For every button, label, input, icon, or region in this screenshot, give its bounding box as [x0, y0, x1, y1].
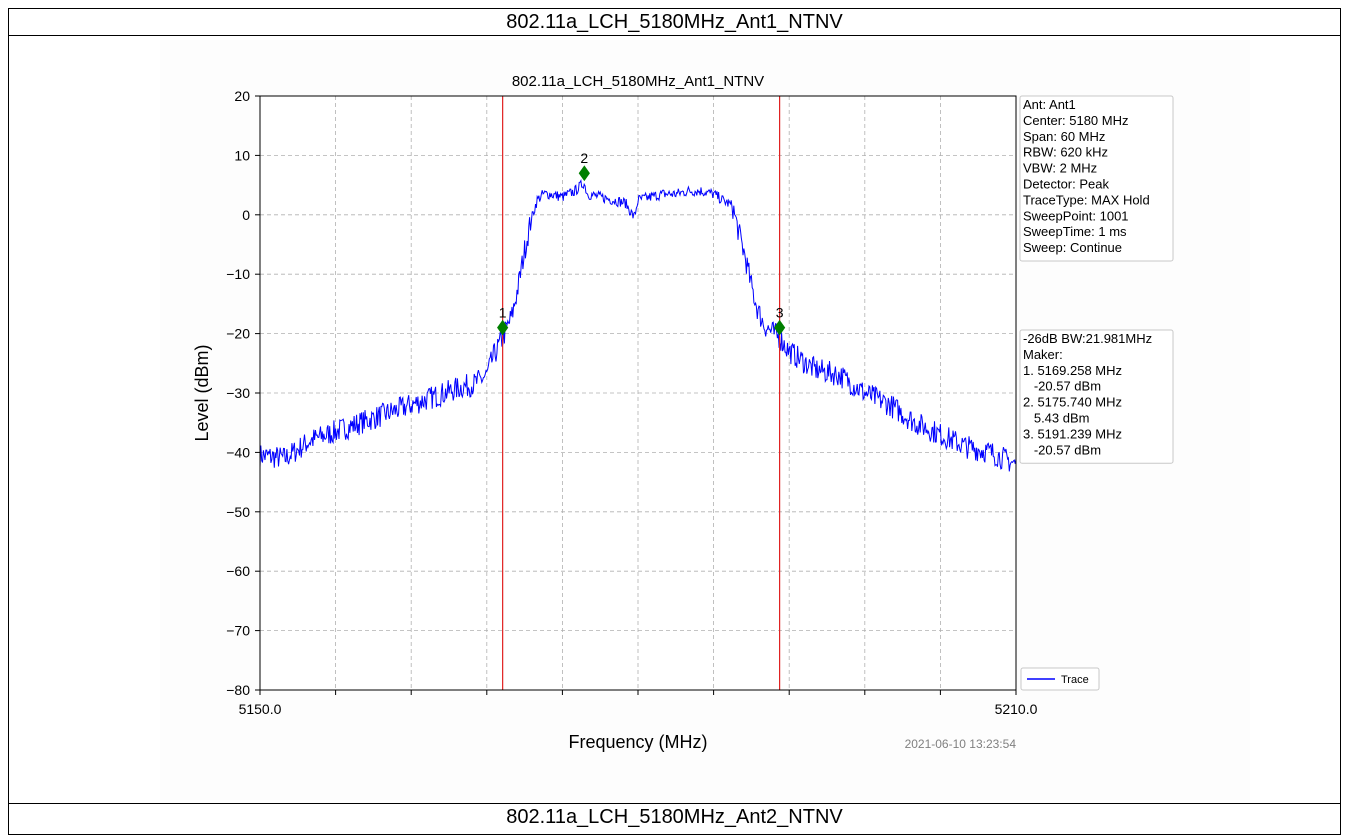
marker-box-line: -20.57 dBm — [1023, 379, 1101, 394]
y-tick-label: −40 — [226, 444, 250, 460]
marker-3 — [773, 319, 786, 336]
settings-box-line: TraceType: MAX Hold — [1023, 192, 1150, 207]
marker-box-line: 3. 5191.239 MHz — [1023, 426, 1122, 441]
marker-box-frame — [1019, 329, 1174, 464]
x-axis-label: Frequency (MHz) — [568, 732, 707, 752]
settings-box-line: Sweep: Continue — [1023, 240, 1122, 255]
y-tick-label: −30 — [226, 385, 250, 401]
settings-box-line: SweepPoint: 1001 — [1023, 208, 1129, 223]
marker-box-line: Maker: — [1023, 347, 1063, 362]
legend-entry: Trace — [1061, 674, 1089, 686]
marker-box-line: 2. 5175.740 MHz — [1023, 395, 1122, 410]
settings-box-line: Center: 5180 MHz — [1023, 113, 1129, 128]
x-tick-label: 5210.0 — [995, 701, 1038, 717]
marker-box-line: 1. 5169.258 MHz — [1023, 363, 1122, 378]
settings-box-line: Detector: Peak — [1023, 177, 1109, 192]
settings-box-frame — [1019, 95, 1174, 262]
legend-frame — [1020, 667, 1100, 691]
y-tick-label: 20 — [234, 88, 250, 104]
section-header-ant1: 802.11a_LCH_5180MHz_Ant1_NTNV — [9, 9, 1340, 36]
marker-box-line: 5.43 dBm — [1023, 411, 1089, 426]
y-tick-label: −70 — [226, 623, 250, 639]
section-header-ant2: 802.11a_LCH_5180MHz_Ant2_NTNV — [9, 803, 1340, 830]
y-tick-label: 10 — [234, 147, 250, 163]
marker-box-line: -20.57 dBm — [1023, 442, 1101, 457]
marker-1 — [497, 319, 509, 336]
marker-2 — [578, 165, 590, 182]
y-tick-label: −50 — [226, 504, 250, 520]
timestamp: 2021-06-10 13:23:54 — [905, 737, 1017, 751]
y-tick-label: −80 — [226, 682, 250, 698]
settings-box-line: Span: 60 MHz — [1023, 129, 1105, 144]
marker-box-line: -26dB BW:21.981MHz — [1023, 331, 1152, 346]
marker-label: 1 — [499, 305, 507, 321]
marker-label: 2 — [580, 150, 588, 166]
settings-box-line: VBW: 2 MHz — [1023, 161, 1097, 176]
y-tick-label: −20 — [226, 326, 250, 342]
x-tick-label: 5150.0 — [239, 701, 282, 717]
trace-line — [259, 178, 1017, 472]
settings-box-line: Ant: Ant1 — [1023, 97, 1076, 112]
y-tick-label: 0 — [242, 207, 250, 223]
settings-box-line: RBW: 620 kHz — [1023, 145, 1108, 160]
y-axis-label: Level (dBm) — [192, 344, 212, 441]
settings-box-line: SweepTime: 1 ms — [1023, 224, 1127, 239]
y-tick-label: −60 — [226, 563, 250, 579]
marker-label: 3 — [776, 305, 784, 321]
axes-frame — [259, 95, 1017, 691]
y-tick-label: −10 — [226, 266, 250, 282]
chart-title: 802.11a_LCH_5180MHz_Ant1_NTNV — [512, 73, 764, 90]
